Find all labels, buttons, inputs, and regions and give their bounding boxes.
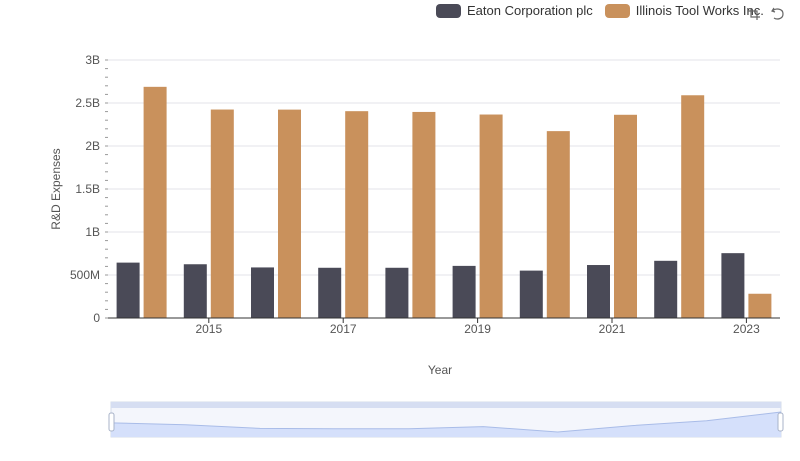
- bar-eaton-2015[interactable]: [183, 264, 207, 318]
- bar-illinois-2020[interactable]: [546, 131, 570, 318]
- y-tick-label: 1B: [85, 225, 100, 239]
- bar-eaton-2022[interactable]: [654, 260, 678, 318]
- grid-lines: [108, 59, 780, 276]
- x-tick-label: 2015: [195, 322, 222, 336]
- y-tick-label: 3B: [85, 53, 100, 67]
- bar-eaton-2016[interactable]: [251, 267, 274, 318]
- restore-icon[interactable]: [770, 6, 786, 22]
- bar-illinois-2019[interactable]: [479, 114, 503, 318]
- y-tick-label: 1.5B: [75, 182, 100, 196]
- zoom-icon[interactable]: [746, 6, 762, 22]
- y-tick-label: 500M: [70, 268, 100, 282]
- legend-label-illinois: Illinois Tool Works Inc.: [635, 3, 764, 18]
- legend-swatch-illinois: [604, 3, 630, 18]
- chart-toolbox: [746, 6, 786, 22]
- zoom-handle-left[interactable]: [108, 412, 115, 432]
- bar-eaton-2014[interactable]: [116, 262, 140, 318]
- y-tick-label: 2.5B: [75, 96, 100, 110]
- bar-eaton-2020[interactable]: [519, 270, 543, 318]
- bar-illinois-2015[interactable]: [210, 109, 234, 318]
- zoom-handle-right[interactable]: [777, 412, 784, 432]
- x-axis-tick-labels: 2015 2017 2019 2021 2023: [195, 318, 760, 336]
- y-axis-tick-labels: 0 500M 1B 1.5B 2B 2.5B 3B: [70, 53, 100, 325]
- y-tick-label: 2B: [85, 139, 100, 153]
- x-axis-title: Year: [428, 363, 452, 377]
- zoom-preview-area: [111, 412, 781, 437]
- bar-illinois-2014[interactable]: [143, 86, 167, 318]
- bar-eaton-2021[interactable]: [587, 265, 610, 318]
- legend: Eaton Corporation plc Illinois Tool Work…: [436, 3, 776, 18]
- legend-item-eaton[interactable]: Eaton Corporation plc: [436, 3, 593, 18]
- bar-illinois-2022[interactable]: [681, 95, 705, 318]
- x-tick-label: 2023: [733, 322, 760, 336]
- legend-item-illinois[interactable]: Illinois Tool Works Inc.: [604, 3, 764, 18]
- bar-eaton-2023[interactable]: [721, 253, 745, 318]
- y-axis-minor-ticks: [105, 59, 108, 319]
- data-zoom-slider[interactable]: [108, 401, 784, 438]
- bar-illinois-2021[interactable]: [614, 114, 637, 318]
- bar-illinois-2018[interactable]: [412, 111, 436, 318]
- x-tick-label: 2019: [464, 322, 491, 336]
- zoom-preview-line: [110, 411, 782, 433]
- bar-eaton-2018[interactable]: [385, 267, 409, 318]
- bar-illinois-2023[interactable]: [748, 293, 772, 318]
- bar-illinois-2017[interactable]: [345, 111, 369, 318]
- bar-eaton-2019[interactable]: [452, 265, 476, 318]
- bar-eaton-2017[interactable]: [318, 267, 342, 318]
- legend-label-eaton: Eaton Corporation plc: [467, 3, 593, 18]
- bars: [116, 86, 772, 318]
- x-tick-label: 2017: [330, 322, 357, 336]
- y-axis-title: R&D Expenses: [49, 148, 63, 229]
- bar-illinois-2016[interactable]: [278, 109, 301, 318]
- legend-swatch-eaton: [436, 3, 461, 18]
- x-tick-label: 2021: [599, 322, 626, 336]
- y-tick-label: 0: [93, 311, 100, 325]
- zoom-top-bar[interactable]: [111, 402, 781, 408]
